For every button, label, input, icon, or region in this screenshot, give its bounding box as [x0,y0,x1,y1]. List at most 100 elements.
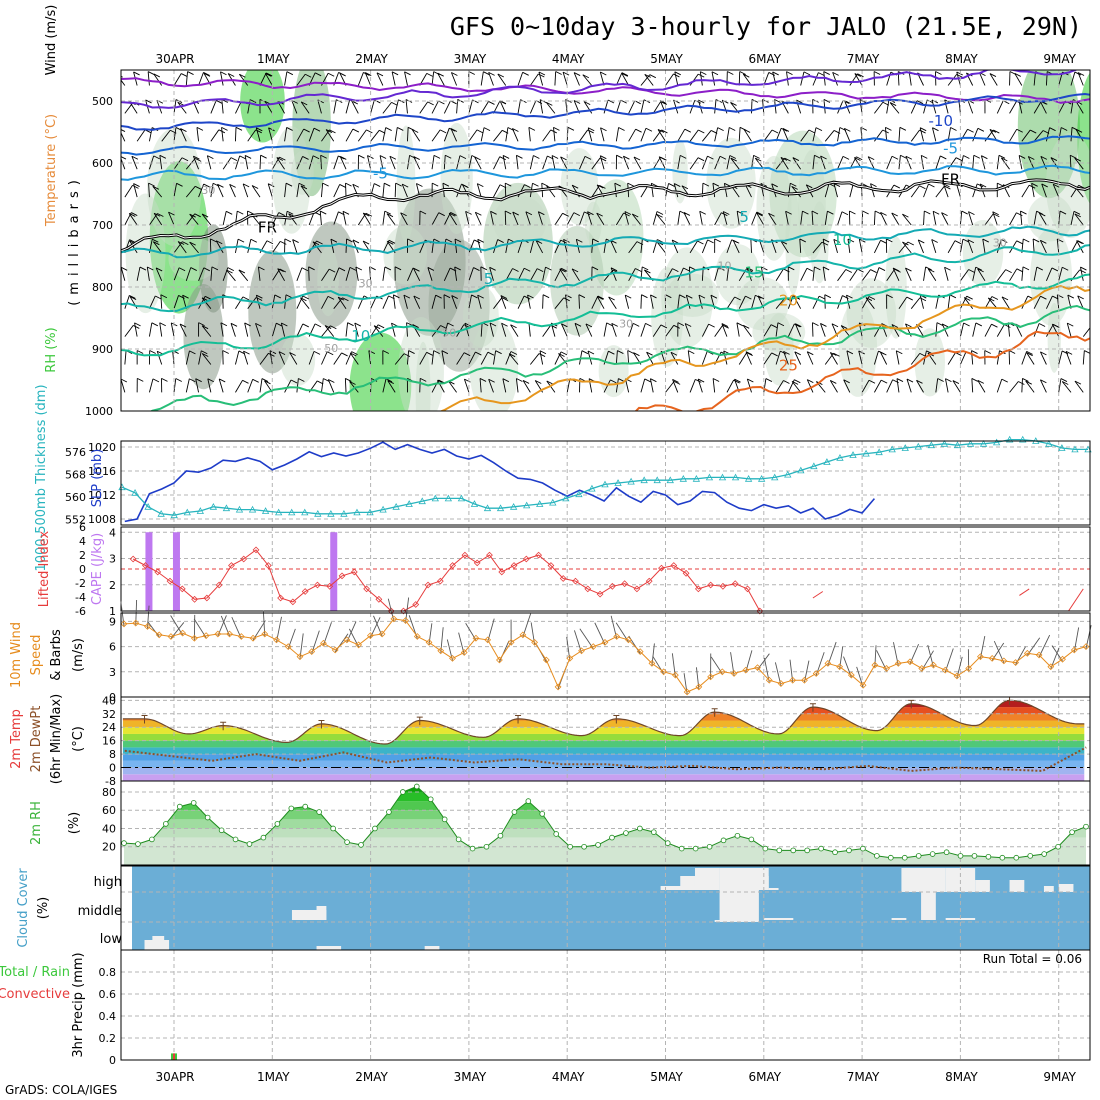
wind-barb [821,241,829,246]
wind-barb [247,239,252,254]
wind-barb [996,100,1004,114]
wind-barb [846,350,854,355]
wind-barb [677,128,686,142]
wind-barb [785,211,789,226]
wind-barb [684,323,692,327]
wind-barb [527,294,534,299]
wind-barb [661,129,668,134]
wind-barb [225,210,233,215]
cloud-box [901,868,946,892]
wind-barb [242,183,250,188]
wind-barb [665,73,674,86]
wind-barb [168,211,175,216]
wind-barb [159,155,163,170]
wind-barb [820,323,827,327]
wind-barb [554,297,565,309]
ylabel-temp: Temperature (°C) [44,114,59,227]
wind-barb [373,183,381,187]
wind-barb [267,183,273,198]
wind-barb [463,352,471,357]
wind-barb [185,71,189,86]
wind-barb [147,621,160,638]
wind-barb [714,212,722,226]
wind-barb [345,128,354,142]
wind-barb [900,154,907,159]
wind-barb [177,241,187,254]
wind-speed-marker [132,619,140,627]
wind-barb [775,380,784,393]
rh-shading [168,237,219,281]
thickness-marker [183,508,191,516]
wind-barb [561,323,568,337]
wind-barb [772,71,779,76]
wind-barb [419,210,427,215]
wind-barb [812,72,819,86]
temp-max-marker [809,703,816,712]
wind-barb [865,297,875,309]
temp-contour [121,92,1090,131]
rh-marker [497,832,504,839]
wind-barb [382,127,387,142]
wind-barb [529,100,537,114]
lifted-index-marker [621,580,629,588]
wind-barb [701,351,708,365]
wind-barb [576,238,583,243]
wind-barb [1074,213,1081,218]
contour-label: 15 [744,264,763,282]
rh-marker [720,837,727,844]
wind-speed-marker [801,676,808,684]
wind-barb [905,267,912,272]
wind-barb [450,212,457,216]
wind-barb [505,182,512,187]
wind-speed-marker [824,660,832,667]
lifted-index-marker [264,562,272,569]
wind-barb [873,71,881,75]
wind-ylabel: 10m Wind [9,622,24,688]
wind-barb [668,183,675,187]
wind-barb [829,352,838,365]
wind-barb [441,350,449,355]
wind-barb [599,155,605,170]
wind-barb [794,351,801,356]
wind-barb [967,128,974,133]
wind-barb [977,268,986,282]
cloud-box [660,886,695,890]
rh-shading [736,277,789,331]
wind-barb [775,351,781,365]
wind-barb [943,183,949,198]
wind-barb [581,350,589,355]
wind-barb [928,183,935,188]
wind-barb [615,99,622,114]
wind-barb [443,128,450,142]
wind-barb [755,157,762,162]
wind-barb [149,295,156,309]
wind-barb [407,267,414,281]
wind-barb [841,211,849,216]
y-tick-label: 8 [109,748,116,761]
wind-barb [1036,266,1044,271]
cloud-box [424,946,440,950]
wind-barb [744,184,752,198]
wind-barb [906,296,913,301]
wind-barb [363,212,370,217]
wind-barb [597,296,604,300]
wind-barb [898,296,908,309]
rh-marker [413,783,420,790]
wind-barb [993,129,1000,134]
wind-barb [624,211,630,226]
wind-barb [625,294,632,299]
wind-barb [493,184,501,198]
wind-speed-marker [636,648,644,656]
cloud-box [152,936,165,950]
wind-barb [905,267,912,281]
wind-barb [401,183,409,188]
wind-barb [996,239,1002,254]
y-tick-label: 700 [92,219,113,232]
wind-barb [542,129,552,142]
wind-barb [259,353,269,365]
wind-barb [1040,295,1047,300]
cloud-box [316,906,327,920]
wind-barb [288,213,298,226]
wind-barb [932,127,937,142]
contour-label: 5 [739,208,749,226]
